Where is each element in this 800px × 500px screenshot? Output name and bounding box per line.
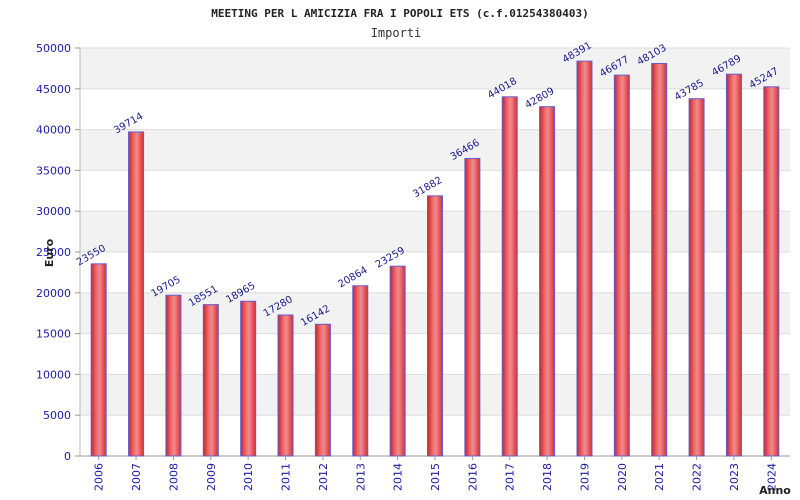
x-tick-label-2009: 2009: [205, 463, 218, 491]
grid-band: [80, 88, 790, 130]
x-tick-label-2016: 2016: [466, 463, 479, 491]
x-tick-label-2012: 2012: [317, 463, 330, 491]
bar-2013: [352, 285, 369, 457]
x-tick-label-2013: 2013: [354, 463, 367, 491]
chart-subtitle: Importi: [371, 26, 422, 40]
bar-2006: [90, 263, 107, 457]
bar-2015: [427, 195, 443, 457]
y-tick-label: 10000: [36, 368, 71, 381]
y-tick-label: 50000: [36, 42, 71, 55]
y-tick-label: 35000: [36, 164, 71, 177]
y-tick-label: 30000: [36, 205, 71, 218]
grid-band: [80, 129, 790, 171]
x-tick-label-2011: 2011: [280, 463, 293, 491]
y-axis-label: Euro: [43, 238, 56, 267]
x-tick-label-2017: 2017: [504, 463, 517, 491]
bar-2008: [165, 294, 182, 457]
bar-2024: [763, 86, 780, 457]
bar-2023: [725, 73, 742, 457]
bar-2019: [576, 60, 593, 457]
x-tick-label-2007: 2007: [130, 463, 143, 491]
y-tick-label: 45000: [36, 83, 71, 96]
bar-2016: [464, 157, 481, 457]
bar-2012: [314, 323, 331, 457]
x-tick-label-2015: 2015: [429, 463, 442, 491]
bar-2011: [277, 314, 294, 457]
y-tick-label: 15000: [36, 328, 71, 341]
y-tick-label: 0: [64, 450, 71, 463]
x-tick-label-2006: 2006: [93, 463, 106, 491]
grid-band: [80, 48, 790, 89]
bar-2020: [613, 74, 630, 457]
bar-2009: [202, 304, 219, 457]
y-tick-label: 20000: [36, 287, 71, 300]
bar-2022: [688, 98, 705, 457]
x-axis-label: Anno: [759, 484, 791, 497]
x-tick-label-2024: 2024: [765, 463, 778, 491]
x-axis-ticks: 2006 2007 2008 2009 2010 2011 2012 2013 2014 2015…: [93, 456, 778, 491]
x-tick-label-2022: 2022: [691, 463, 704, 491]
x-tick-label-2019: 2019: [578, 463, 591, 491]
bars: [90, 60, 780, 457]
x-tick-label-2021: 2021: [653, 463, 666, 491]
bar-2021: [651, 62, 668, 457]
x-tick-label-2010: 2010: [242, 463, 255, 491]
bar-2014: [389, 265, 406, 457]
chart-title: MEETING PER L AMICIZIA FRA I POPOLI ETS …: [211, 7, 589, 20]
bar-2010: [240, 300, 257, 457]
bar-2018: [539, 106, 556, 457]
y-tick-label: 40000: [36, 124, 71, 137]
bar-2007: [128, 131, 145, 457]
x-tick-label-2014: 2014: [392, 463, 405, 491]
y-tick-label: 5000: [43, 409, 71, 422]
x-tick-label-2023: 2023: [728, 463, 741, 491]
x-tick-label-2018: 2018: [541, 463, 554, 491]
y-axis-ticks: 0 5000 10000 15000 20000 25000 30000 35000 40000…: [36, 42, 80, 463]
x-tick-label-2008: 2008: [167, 463, 180, 491]
x-tick-label-2020: 2020: [616, 463, 629, 491]
y-tick-label: 25000: [36, 246, 71, 259]
bar-2017: [501, 96, 518, 457]
